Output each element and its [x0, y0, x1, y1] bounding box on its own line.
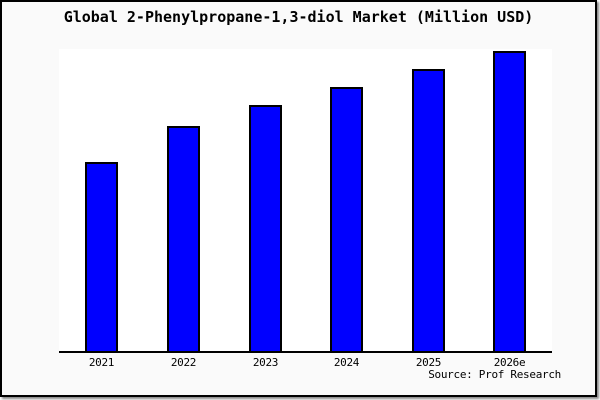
- bar-2025: [412, 69, 445, 351]
- plot-area: [59, 49, 552, 353]
- bar-2023: [249, 105, 282, 351]
- x-tick-label-2024: 2024: [333, 356, 360, 369]
- bar-2021: [85, 162, 118, 351]
- bar-2026e: [493, 51, 526, 351]
- bar-2024: [330, 87, 363, 351]
- chart-title: Global 2-Phenylpropane-1,3-diol Market (…: [63, 8, 534, 26]
- x-tick-label-2022: 2022: [170, 356, 197, 369]
- x-tick-label-2025: 2025: [415, 356, 442, 369]
- x-tick-label-2021: 2021: [88, 356, 115, 369]
- bar-2022: [167, 126, 200, 351]
- x-tick-label-2023: 2023: [252, 356, 279, 369]
- source-credit: Source: Prof Research: [428, 368, 561, 381]
- x-tick-label-2026e: 2026e: [493, 356, 526, 369]
